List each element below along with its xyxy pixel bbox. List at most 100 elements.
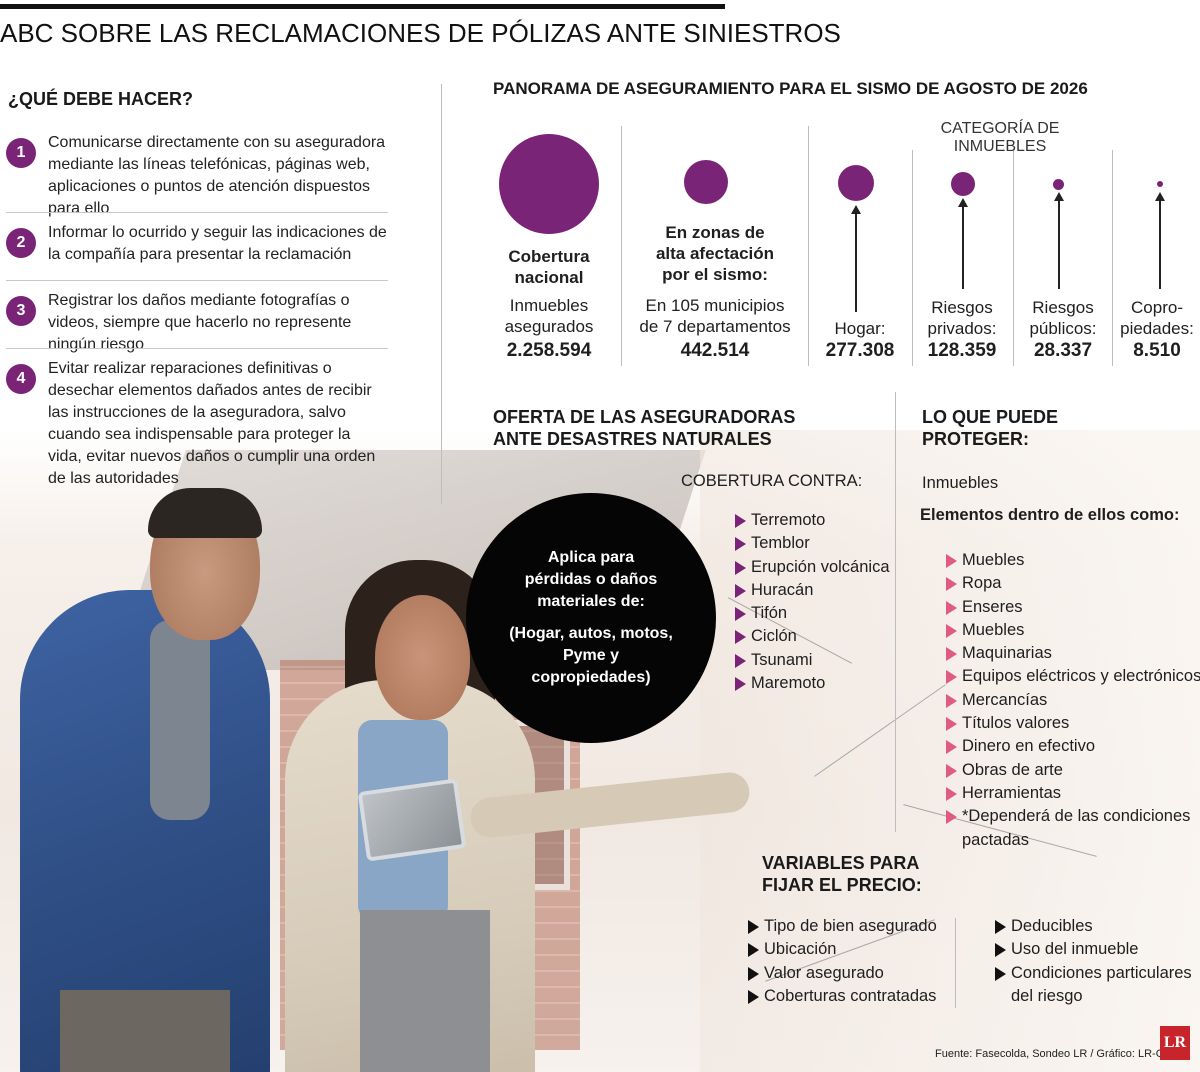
cobertura-item: Huracán	[735, 579, 890, 602]
variable-item: Tipo de bien asegurado	[748, 915, 937, 938]
step-text: Registrar los daños mediante fotografías…	[48, 292, 352, 353]
copropiedades-dot	[1157, 181, 1163, 187]
proteger-item: Títulos valores	[946, 712, 1200, 735]
variable-item: Condiciones particulares	[995, 962, 1192, 985]
triangle-bullet-icon	[748, 943, 759, 958]
arrow-up-icon	[1054, 192, 1064, 201]
triangle-bullet-icon	[995, 943, 1006, 958]
privados-line-2: privados:	[927, 319, 997, 338]
tablet	[357, 778, 467, 862]
woman-face	[375, 595, 470, 720]
triangle-bullet-icon	[735, 560, 746, 575]
proteger-item: Dinero en efectivo	[946, 735, 1200, 758]
source-note: Fuente: Fasecolda, Sondeo LR / Gráfico: …	[935, 1048, 1173, 1060]
variables-list-2: Deducibles Uso del inmueble Condiciones …	[995, 915, 1192, 1008]
lr-logo: LR	[1160, 1026, 1190, 1060]
proteger-item-tail: pactadas	[962, 830, 1029, 849]
circle-line-1: Aplica para	[547, 549, 635, 566]
category-title: CATEGORÍA DE INMUEBLES	[940, 120, 1060, 155]
man-shirt	[150, 620, 210, 820]
variables-divider	[955, 918, 956, 1008]
circle-line-6: copropiedades)	[531, 669, 651, 686]
oferta-title-2: ANTE DESASTRES NATURALES	[493, 429, 772, 449]
step-divider	[6, 212, 388, 213]
triangle-bullet-icon	[946, 786, 957, 801]
nacional-heading-1: Cobertura	[508, 247, 590, 266]
triangle-bullet-icon	[946, 763, 957, 778]
circle-line-3: materiales de:	[537, 593, 645, 610]
zonas-value: 442.514	[680, 340, 750, 361]
proteger-item: Ropa	[946, 572, 1200, 595]
proteger-item: Maquinarias	[946, 642, 1200, 665]
proteger-title-2: PROTEGER:	[922, 429, 1030, 449]
proteger-item: Obras de arte	[946, 759, 1200, 782]
triangle-bullet-icon	[946, 693, 957, 708]
proteger-item: Equipos eléctricos y electrónicos	[946, 665, 1200, 688]
elementos-label: Elementos dentro de ellos como:	[920, 506, 1180, 524]
copropiedades-value: 8.510	[1133, 340, 1181, 361]
publicos-line-1: Riesgos	[1032, 298, 1094, 317]
variables-title-1: VARIABLES PARA	[762, 853, 920, 873]
zonas-heading-1: En zonas de	[665, 223, 765, 242]
triangle-bullet-icon	[735, 677, 746, 692]
variable-item: Deducibles	[995, 915, 1192, 938]
variable-item: Ubicación	[748, 938, 937, 961]
zonas-label-1: En 105 municipios	[645, 296, 785, 315]
cobertura-list: Terremoto Temblor Erupción volcánica Hur…	[735, 509, 890, 695]
cobertura-item: Ciclón	[735, 625, 890, 648]
man-hair	[148, 488, 262, 538]
triangle-bullet-icon	[946, 554, 957, 568]
step-item: 3 Registrar los daños mediante fotografí…	[6, 290, 388, 356]
circle-line-2: pérdidas o daños	[524, 571, 658, 588]
arrow-up-icon	[958, 198, 968, 207]
triangle-bullet-icon	[946, 670, 957, 685]
variable-item: Valor asegurado	[748, 962, 937, 985]
step-number: 4	[6, 364, 36, 394]
triangle-bullet-icon	[995, 966, 1006, 981]
arrow-line	[1058, 199, 1060, 289]
hogar-value: 277.308	[825, 340, 895, 361]
inmuebles-label: Inmuebles	[922, 474, 999, 492]
triangle-bullet-icon	[735, 653, 746, 668]
variable-item: Coberturas contratadas	[748, 985, 937, 1008]
zonas-label-2: de 7 departamentos	[639, 317, 791, 336]
copropiedades-line-1: Copro-	[1131, 298, 1183, 317]
privados-line-1: Riesgos	[931, 298, 993, 317]
nacional-heading-2: nacional	[514, 268, 584, 287]
publicos-value: 28.337	[1033, 340, 1093, 361]
section-divider	[895, 392, 896, 832]
cobertura-item: Temblor	[735, 532, 890, 555]
cobertura-item: Tifón	[735, 602, 890, 625]
triangle-bullet-icon	[946, 647, 957, 662]
step-number: 2	[6, 228, 36, 258]
proteger-title-1: LO QUE PUEDE	[922, 407, 1059, 427]
step-item: 4 Evitar realizar reparaciones definitiv…	[6, 358, 388, 490]
nacional-label-2: asegurados	[504, 317, 594, 336]
triangle-bullet-icon	[946, 740, 957, 755]
triangle-bullet-icon	[748, 920, 759, 934]
woman-pants	[360, 910, 490, 1072]
top-rule	[0, 4, 725, 9]
proteger-item: Muebles	[946, 619, 1200, 642]
panorama-divider	[808, 126, 809, 366]
triangle-bullet-icon	[748, 966, 759, 981]
cobertura-item: Maremoto	[735, 672, 890, 695]
triangle-bullet-icon	[735, 630, 746, 645]
nacional-value: 2.258.594	[506, 340, 592, 361]
nacional-label-1: Inmuebles	[509, 296, 589, 315]
proteger-item: Muebles	[946, 549, 1200, 572]
step-divider	[6, 348, 388, 349]
publicos-dot	[1053, 179, 1064, 190]
arrow-line	[1159, 199, 1161, 289]
step-divider	[6, 280, 388, 281]
zonas-heading-2: alta afectación	[655, 244, 775, 263]
panorama-title: PANORAMA DE ASEGURAMIENTO PARA EL SISMO …	[493, 79, 1088, 98]
column-divider	[441, 84, 442, 504]
nacional-dot	[499, 134, 599, 234]
proteger-list: Muebles Ropa Enseres Muebles Maquinarias…	[946, 549, 1200, 852]
arrow-up-icon	[851, 205, 861, 214]
privados-value: 128.359	[927, 340, 997, 361]
cobertura-item: Terremoto	[735, 509, 890, 532]
step-item: 2 Informar lo ocurrido y seguir las indi…	[6, 222, 388, 266]
hogar-dot	[838, 165, 874, 201]
